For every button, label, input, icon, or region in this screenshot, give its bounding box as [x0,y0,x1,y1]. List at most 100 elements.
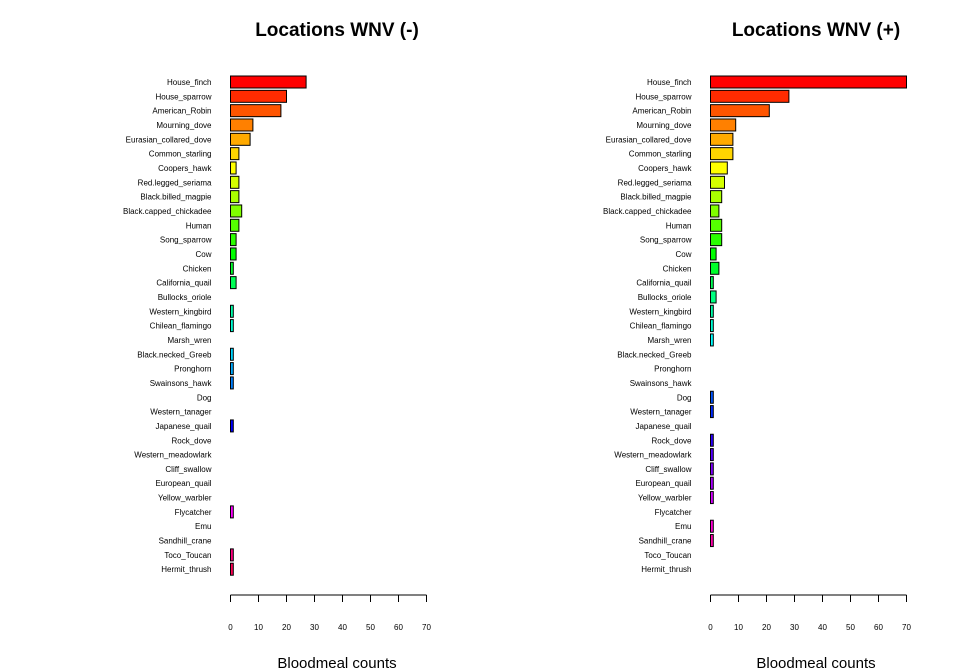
bar-cow [710,247,717,261]
category-label: Pronghorn [654,365,691,374]
x-tick-label: 20 [762,623,771,632]
x-tick-label: 70 [422,623,431,632]
bar-house-sparrow [230,89,287,103]
bar-dog [710,390,714,404]
category-label: Mourning_dove [636,121,692,130]
category-label: Yellow_warbler [158,494,212,503]
bar-toco-toucan [230,548,234,562]
bar-cow [230,247,237,261]
bar-chicken [230,261,234,275]
category-label: Emu [195,522,211,531]
category-label: Rock_dove [171,436,212,445]
bar-american-robin [230,104,282,118]
category-label: Coopers_hawk [638,164,692,173]
bar-pronghorn [230,362,234,376]
x-axis-label: Bloodmeal counts [277,655,396,672]
category-label: Bullocks_oriole [158,293,212,302]
x-tick-label: 60 [874,623,883,632]
bar-marsh-wren [710,333,714,347]
category-label: Black.billed_magpie [620,193,692,202]
bar-red-legged-seriama [230,175,240,189]
category-label: Dog [677,393,692,402]
category-label: Cow [675,250,691,259]
bar-common-starling [230,147,240,161]
x-tick-label: 20 [282,623,291,632]
category-label: European_quail [155,479,211,488]
bar-yellow-warbler [710,491,714,505]
bar-song-sparrow [710,233,723,247]
bar-western-tanager [710,405,714,419]
category-label: House_sparrow [635,92,691,101]
category-label: Western_kingbird [629,307,691,316]
category-label: Toco_Toucan [644,551,691,560]
bar-emu [710,519,714,533]
bar-black-capped-chickadee [230,204,243,218]
bar-red-legged-seriama [710,175,725,189]
bar-western-kingbird [710,304,714,318]
category-label: Common_starling [629,150,692,159]
category-label: California_quail [636,279,691,288]
category-label: Chilean_flamingo [630,322,692,331]
category-label: Yellow_warbler [638,494,692,503]
category-label: Song_sparrow [160,236,212,245]
category-label: American_Robin [632,107,691,116]
category-label: Chilean_flamingo [150,322,212,331]
chart-panel-wnv-positive: Locations WNV (+) Bloodmeal counts House… [603,20,912,672]
bar-sandhill-crane [710,534,714,548]
category-label: Mourning_dove [156,121,212,130]
category-label: Cliff_swallow [165,465,211,474]
bar-eurasian-collared-dove [710,132,734,146]
bar-mourning-dove [230,118,254,132]
category-label: Human [186,221,212,230]
x-tick-label: 0 [708,623,713,632]
chart-title: Locations WNV (+) [732,20,900,41]
category-label: Human [666,221,692,230]
x-tick-label: 10 [734,623,743,632]
category-label: Black.capped_chickadee [123,207,212,216]
category-label: Coopers_hawk [158,164,212,173]
category-label: Cliff_swallow [645,465,691,474]
category-label: Rock_dove [651,436,692,445]
bar-chilean-flamingo [710,319,714,333]
bar-coopers-hawk [710,161,728,175]
category-label: Flycatcher [655,508,692,517]
category-label: Black.necked_Greeb [617,350,692,359]
bar-house-finch [710,75,907,89]
category-label: Eurasian_collared_dove [126,135,212,144]
bar-black-billed-magpie [710,190,723,204]
bar-eurasian-collared-dove [230,132,251,146]
category-label: Hermit_thrush [641,565,691,574]
category-label: Western_meadowlark [614,451,692,460]
category-label: Chicken [183,264,212,273]
bar-mourning-dove [710,118,737,132]
category-label: Black.billed_magpie [140,193,212,202]
category-label: California_quail [156,279,211,288]
category-label: Cow [195,250,211,259]
category-label: Swainsons_hawk [150,379,213,388]
category-label: Sandhill_crane [639,537,692,546]
bar-western-meadowlark [710,448,714,462]
category-label: Flycatcher [175,508,212,517]
category-label: American_Robin [152,107,211,116]
bar-cliff-swallow [710,462,714,476]
x-tick-label: 30 [310,623,319,632]
x-tick-label: 50 [846,623,855,632]
category-label: Western_kingbird [149,307,211,316]
bar-hermit-thrush [230,562,234,576]
category-label: Hermit_thrush [161,565,211,574]
bar-flycatcher [230,505,234,519]
category-label: Swainsons_hawk [630,379,693,388]
category-label: Marsh_wren [167,336,211,345]
x-axis-label: Bloodmeal counts [756,655,875,672]
bar-house-finch [230,75,307,89]
category-label: Sandhill_crane [159,537,212,546]
category-label: Western_meadowlark [134,451,212,460]
chart-title: Locations WNV (-) [255,20,419,41]
bar-human [230,218,240,232]
bar-california-quail [710,276,714,290]
chart-panel-wnv-negative: Locations WNV (-) Bloodmeal counts House… [123,20,432,672]
category-label: Emu [675,522,691,531]
category-label: House_finch [167,78,211,87]
x-tick-label: 30 [790,623,799,632]
category-label: Red.legged_seriama [618,178,692,187]
